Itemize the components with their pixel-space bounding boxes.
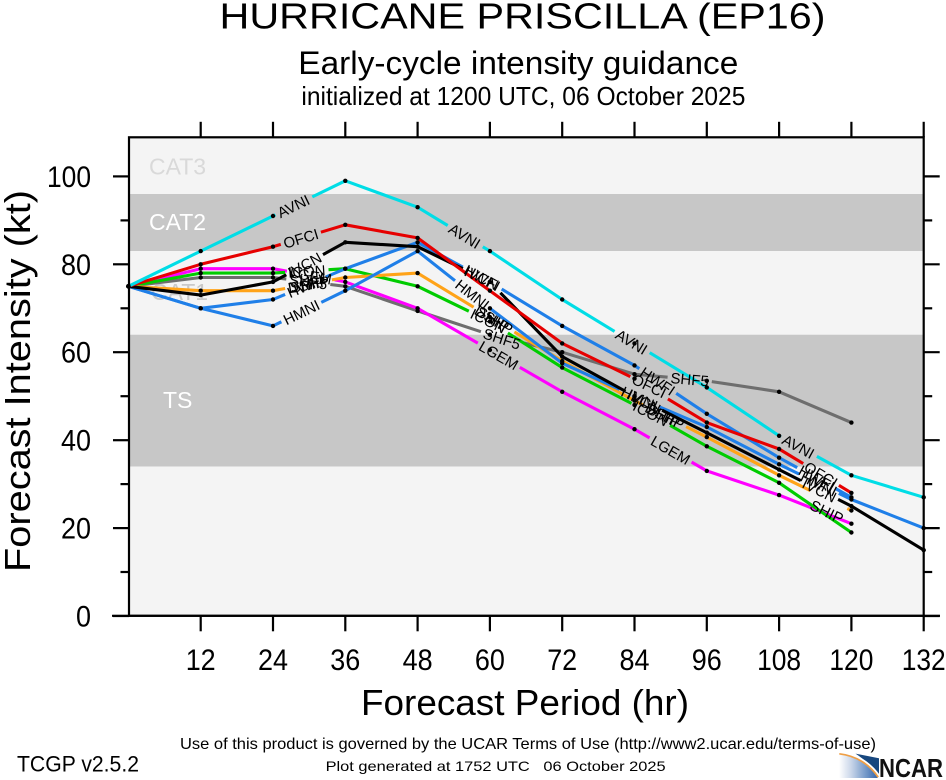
svg-text:60: 60 (61, 337, 91, 370)
svg-text:SHIP: SHIP (289, 274, 326, 297)
svg-text:12: 12 (186, 644, 216, 677)
svg-text:Forecast Intensity (kt): Forecast Intensity (kt) (0, 190, 38, 572)
svg-text:TCGP v2.5.2: TCGP v2.5.2 (17, 752, 139, 777)
svg-text:80: 80 (61, 249, 91, 282)
svg-text:96: 96 (692, 644, 722, 677)
svg-text:Forecast Period (hr): Forecast Period (hr) (361, 682, 689, 723)
svg-text:0: 0 (76, 601, 91, 634)
svg-text:20: 20 (61, 513, 91, 546)
svg-text:36: 36 (330, 644, 360, 677)
svg-text:120: 120 (829, 644, 873, 677)
svg-text:132: 132 (902, 644, 946, 677)
svg-text:SHF5: SHF5 (288, 272, 328, 293)
svg-text:ICON: ICON (288, 262, 326, 281)
svg-text:100: 100 (47, 161, 91, 194)
svg-text:84: 84 (620, 644, 650, 677)
svg-text:60: 60 (475, 644, 505, 677)
svg-text:TS: TS (163, 387, 192, 413)
svg-text:CAT2: CAT2 (149, 209, 206, 235)
svg-text:72: 72 (547, 644, 577, 677)
svg-text:Plot generated at 1752 UTC 0: Plot generated at 1752 UTC 06 October 20… (326, 758, 666, 774)
svg-text:48: 48 (403, 644, 433, 677)
svg-text:40: 40 (61, 425, 91, 458)
svg-text:Use of this product is governe: Use of this product is governed by the U… (180, 736, 876, 753)
svg-text:initialized at 1200 UTC, 06 Oc: initialized at 1200 UTC, 06 October 2025 (301, 81, 745, 111)
svg-text:SHF5: SHF5 (670, 370, 710, 390)
svg-text:108: 108 (757, 644, 801, 677)
svg-text:NCAR: NCAR (879, 755, 943, 780)
svg-text:24: 24 (258, 644, 288, 677)
svg-text:Early-cycle intensity guidance: Early-cycle intensity guidance (298, 45, 738, 81)
svg-text:HURRICANE PRISCILLA (EP16): HURRICANE PRISCILLA (EP16) (220, 0, 826, 37)
svg-text:CAT3: CAT3 (149, 154, 206, 180)
